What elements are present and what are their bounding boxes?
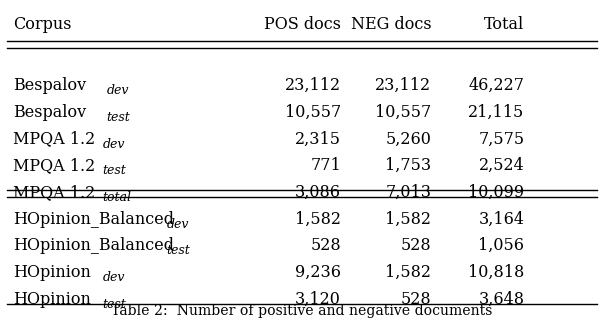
Text: 21,115: 21,115	[468, 104, 524, 121]
Text: 2,524: 2,524	[479, 157, 524, 174]
Text: 1,582: 1,582	[385, 211, 431, 228]
Text: 10,099: 10,099	[468, 184, 524, 201]
Text: 1,582: 1,582	[295, 211, 341, 228]
Text: test: test	[106, 111, 130, 124]
Text: NEG docs: NEG docs	[351, 16, 431, 33]
Text: 1,753: 1,753	[385, 157, 431, 174]
Text: 771: 771	[310, 157, 341, 174]
Text: test: test	[103, 164, 126, 177]
Text: MPQA 1.2: MPQA 1.2	[13, 131, 95, 148]
Text: total: total	[103, 191, 132, 204]
Text: test: test	[167, 244, 190, 257]
Text: 3,648: 3,648	[478, 291, 524, 308]
Text: 1,056: 1,056	[478, 237, 524, 254]
Text: 23,112: 23,112	[285, 77, 341, 94]
Text: dev: dev	[103, 138, 125, 151]
Text: 5,260: 5,260	[385, 131, 431, 148]
Text: 3,164: 3,164	[478, 211, 524, 228]
Text: 10,557: 10,557	[375, 104, 431, 121]
Text: 7,013: 7,013	[385, 184, 431, 201]
Text: 528: 528	[400, 237, 431, 254]
Text: MPQA 1.2: MPQA 1.2	[13, 184, 95, 201]
Text: 3,120: 3,120	[295, 291, 341, 308]
Text: 10,818: 10,818	[468, 264, 524, 281]
Text: MPQA 1.2: MPQA 1.2	[13, 157, 95, 174]
Text: 7,575: 7,575	[478, 131, 524, 148]
Text: dev: dev	[103, 271, 125, 284]
Text: 3,086: 3,086	[295, 184, 341, 201]
Text: 528: 528	[400, 291, 431, 308]
Text: POS docs: POS docs	[264, 16, 341, 33]
Text: HOpinion: HOpinion	[13, 264, 91, 281]
Text: test: test	[103, 298, 126, 311]
Text: Total: Total	[484, 16, 524, 33]
Text: 2,315: 2,315	[295, 131, 341, 148]
Text: 23,112: 23,112	[375, 77, 431, 94]
Text: 10,557: 10,557	[285, 104, 341, 121]
Text: 9,236: 9,236	[295, 264, 341, 281]
Text: dev: dev	[167, 218, 189, 231]
Text: 46,227: 46,227	[469, 77, 524, 94]
Text: HOpinion_Balanced: HOpinion_Balanced	[13, 237, 175, 254]
Text: Bespalov: Bespalov	[13, 77, 86, 94]
Text: dev: dev	[106, 84, 129, 97]
Text: Corpus: Corpus	[13, 16, 72, 33]
Text: 1,582: 1,582	[385, 264, 431, 281]
Text: HOpinion_Balanced: HOpinion_Balanced	[13, 211, 175, 228]
Text: HOpinion: HOpinion	[13, 291, 91, 308]
Text: Bespalov: Bespalov	[13, 104, 86, 121]
Text: 528: 528	[310, 237, 341, 254]
Text: Table 2:  Number of positive and negative documents: Table 2: Number of positive and negative…	[111, 304, 493, 318]
